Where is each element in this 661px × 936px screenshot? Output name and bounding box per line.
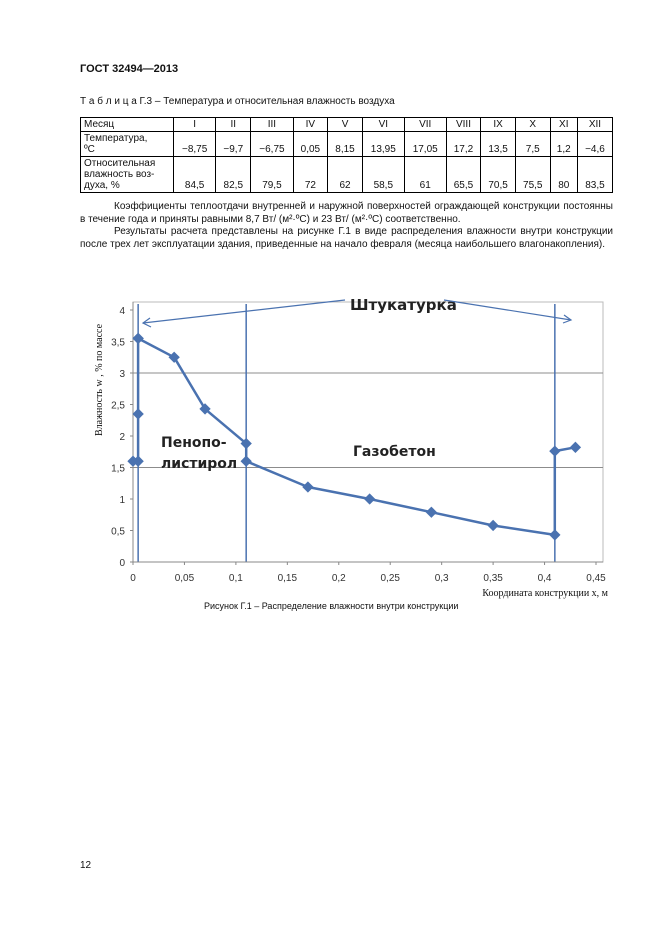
chart-axes: 0 0,5 1 1,5 2 2,5 3 3,5 4 0 0,05 0,1 0,15 0,2 0,25 0,3 0…: [94, 302, 609, 599]
humidity-cell: 82,5: [215, 156, 252, 193]
x-tick-label: 0,15: [278, 573, 298, 584]
annotation-plaster: Штукатурка: [350, 296, 457, 314]
series-line: [133, 337, 576, 537]
data-point: [549, 445, 561, 457]
x-tick-label: 0,2: [332, 573, 346, 584]
table-row-humidity: Относительная влажность воз-духа, % 84,5 8…: [80, 156, 614, 193]
table-caption: Т а б л и ц а Г.3 – Температура и относи…: [80, 96, 395, 107]
y-axis-label: Влажность w , % по массе: [94, 323, 105, 436]
moisture-distribution-chart: 0 0,5 1 1,5 2 2,5 3 3,5 4 0 0,05 0,1 0,15 0,2 0,25 0,3 0…: [94, 296, 609, 599]
humidity-cell: 80: [549, 156, 578, 193]
arrow-left: [142, 299, 346, 324]
humidity-cell: 70,5: [480, 156, 516, 193]
arrowhead-left: [141, 317, 152, 328]
y-tick-label: 1,5: [111, 464, 125, 475]
humidity-cell: 83,5: [576, 156, 614, 193]
arrow-right: [443, 299, 572, 321]
data-point: [549, 529, 561, 541]
humidity-header: Относительная влажность воз-духа, %: [80, 156, 174, 193]
data-point: [132, 455, 144, 467]
annotation-foam-line1: Пенопо-: [161, 435, 227, 451]
annotation-foam-line2: листирол: [161, 456, 237, 472]
y-tick-label: 0,5: [111, 527, 125, 538]
annotation-gas-concrete: Газобетон: [353, 444, 436, 460]
y-tick-label: 3,5: [111, 338, 125, 349]
x-tick-label: 0,45: [586, 573, 606, 584]
x-tick-label: 0,25: [380, 573, 400, 584]
humidity-cell: 72: [292, 156, 329, 193]
data-point: [199, 403, 211, 415]
plot-frame: [132, 301, 604, 563]
humidity-cell: 65,5: [445, 156, 482, 193]
climate-table: Месяц I II III IV V VI VII VIII IX X XI XII Темпера…: [80, 117, 614, 193]
y-tick-label: 0: [119, 558, 125, 569]
x-tick-label: 0,4: [538, 573, 552, 584]
x-tick-label: 0,3: [435, 573, 449, 584]
humidity-cell: 58,5: [361, 156, 405, 193]
y-tick-label: 2,5: [111, 401, 125, 412]
document-header: ГОСТ 32494—2013: [80, 63, 179, 75]
paragraph-results: Результаты расчета представлены на рисун…: [80, 226, 613, 251]
x-tick-label: 0,1: [229, 573, 243, 584]
chart-series: [127, 332, 582, 541]
page-number: 12: [80, 860, 92, 871]
data-point: [168, 351, 180, 363]
humidity-cell: 75,5: [514, 156, 551, 193]
temperature-cell: −9,7: [215, 131, 252, 157]
data-point: [425, 506, 438, 518]
data-point: [487, 519, 499, 532]
paragraph-coefficients: Коэффициенты теплоотдачи внутренней и на…: [80, 201, 613, 226]
temperature-header: Температура, ºС: [80, 131, 174, 157]
data-point: [240, 455, 252, 467]
y-tick-label: 1: [119, 495, 125, 506]
y-tick-label: 4: [119, 306, 125, 317]
temperature-cell: −4,6: [576, 131, 614, 157]
humidity-cell: 84,5: [172, 156, 217, 193]
arrowhead-right: [562, 314, 573, 324]
y-tick-label: 2: [119, 432, 125, 443]
temperature-cell: 7,5: [514, 131, 551, 157]
y-tick-label: 3: [119, 369, 125, 380]
temperature-cell: −8,75: [172, 131, 217, 157]
humidity-cell: 61: [403, 156, 447, 193]
data-point: [132, 408, 144, 420]
chart-grid: [132, 301, 604, 563]
data-point: [569, 441, 582, 453]
data-point: [363, 493, 376, 505]
data-point: [132, 332, 144, 345]
chart-annotations: Штукатурка Пенопо-листирол Газобетон: [141, 296, 573, 472]
x-tick-label: 0,05: [175, 573, 195, 584]
temperature-cell: 8,15: [327, 131, 363, 157]
x-tick-label: 0: [130, 573, 136, 584]
data-point: [302, 481, 314, 493]
figure-caption: Рисунок Г.1 – Распределение влажности вн…: [204, 601, 459, 611]
x-axis-label: Координата конструкции x, м: [482, 588, 608, 599]
humidity-cell: 62: [327, 156, 363, 193]
humidity-cell: 79,5: [250, 156, 294, 193]
x-tick-label: 0,35: [483, 573, 503, 584]
data-point: [240, 437, 252, 450]
